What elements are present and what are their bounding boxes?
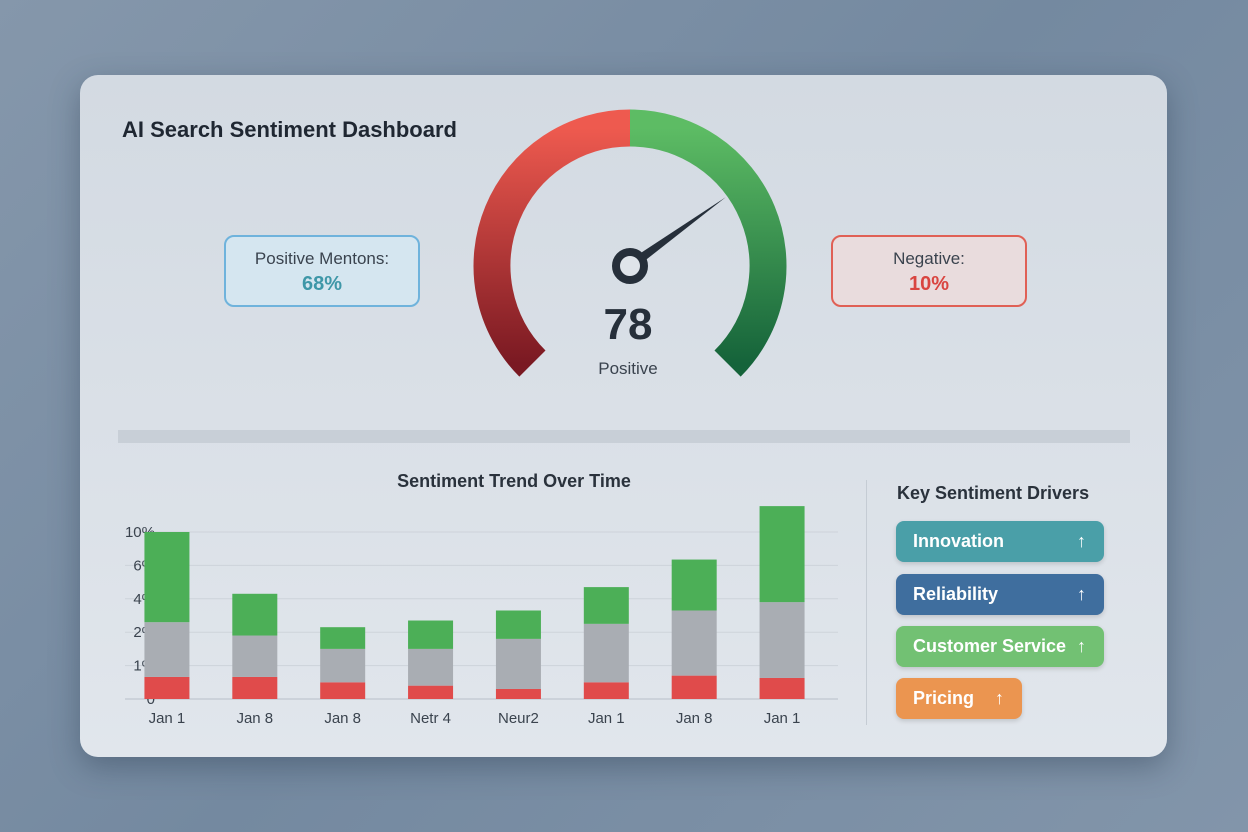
bar-segment-negative: [495, 688, 541, 699]
arrow-up-icon: ↑: [995, 688, 1004, 708]
bar-segment-neutral: [671, 610, 717, 676]
gauge-needle: [627, 197, 726, 271]
bar-segment-positive: [320, 627, 366, 649]
sentiment-gauge: [473, 109, 787, 377]
bar-segment-negative: [408, 685, 454, 699]
bar-segment-neutral: [495, 638, 541, 689]
positive-mentions-label: Positive Mentons:: [254, 249, 390, 268]
x-tick-label: Jan 8: [324, 710, 361, 727]
negative-mentions-value: 10%: [908, 273, 950, 295]
drivers-title: Key Sentiment Drivers: [897, 483, 1090, 503]
gauge-score: 78: [603, 300, 653, 349]
arrow-up-icon: ↑: [1077, 636, 1086, 656]
x-tick-label: Jan 8: [236, 710, 273, 727]
bar-segment-positive: [495, 610, 541, 639]
arrow-up-icon: ↑: [1077, 584, 1086, 604]
x-tick-label: Jan 1: [588, 710, 625, 727]
driver-label: Pricing: [913, 688, 975, 708]
positive-mentions-value: 68%: [301, 273, 343, 295]
driver-pricing[interactable]: Pricing ↑: [896, 678, 1022, 719]
negative-mentions-label: Negative:: [893, 249, 965, 268]
x-tick-label: Jan 8: [676, 710, 713, 727]
bar-segment-negative: [320, 682, 366, 699]
bar-segment-neutral: [759, 602, 805, 678]
bar-segment-positive: [408, 620, 454, 649]
bar-segment-negative: [232, 676, 278, 699]
bar-segment-neutral: [232, 635, 278, 677]
driver-label: Reliability: [913, 584, 999, 604]
bar-segment-positive: [144, 532, 190, 623]
bar-segment-positive: [759, 506, 805, 603]
bar-segment-negative: [583, 682, 629, 699]
sentiment-trend-chart: 01%2%4%6%10%Jan 1 Jan 8 Jan 8 Netr 4 Neur2 Ja…: [125, 506, 838, 727]
chart-title: Sentiment Trend Over Time: [397, 471, 631, 491]
gauge-label: Positive: [598, 359, 658, 378]
bar-segment-neutral: [320, 648, 366, 683]
section-divider: [118, 430, 1130, 443]
bar-segment-positive: [583, 587, 629, 624]
driver-customer-service[interactable]: Customer Service ↑: [896, 626, 1104, 667]
page-title: AI Search Sentiment Dashboard: [122, 117, 457, 142]
driver-label: Innovation: [913, 531, 1004, 551]
vertical-divider: [866, 480, 867, 725]
driver-reliability[interactable]: Reliability ↑: [896, 574, 1104, 615]
bar-segment-neutral: [583, 623, 629, 683]
x-tick-label: Neur2: [498, 710, 539, 727]
gauge-negative-arc: [473, 109, 631, 377]
bar-segment-negative: [759, 677, 805, 699]
bar-segment-neutral: [144, 622, 190, 677]
bar-segment-positive: [671, 559, 717, 611]
driver-label: Customer Service: [913, 636, 1067, 656]
bar-segment-negative: [671, 675, 717, 699]
bar-segment-negative: [144, 676, 190, 699]
gauge-hub: [612, 248, 648, 284]
driver-innovation[interactable]: Innovation ↑: [896, 521, 1104, 562]
bar-segment-neutral: [408, 648, 454, 686]
x-tick-label: Netr 4: [410, 710, 451, 727]
y-tick-label: 0: [147, 691, 155, 708]
x-tick-label: Jan 1: [764, 710, 801, 727]
gauge-positive-arc: [629, 109, 787, 377]
positive-mentions-card: Positive Mentons: 68%: [224, 235, 420, 307]
bar-segment-positive: [232, 593, 278, 636]
arrow-up-icon: ↑: [1077, 531, 1086, 551]
x-tick-label: Jan 1: [149, 710, 186, 727]
negative-mentions-card: Negative: 10%: [831, 235, 1027, 307]
